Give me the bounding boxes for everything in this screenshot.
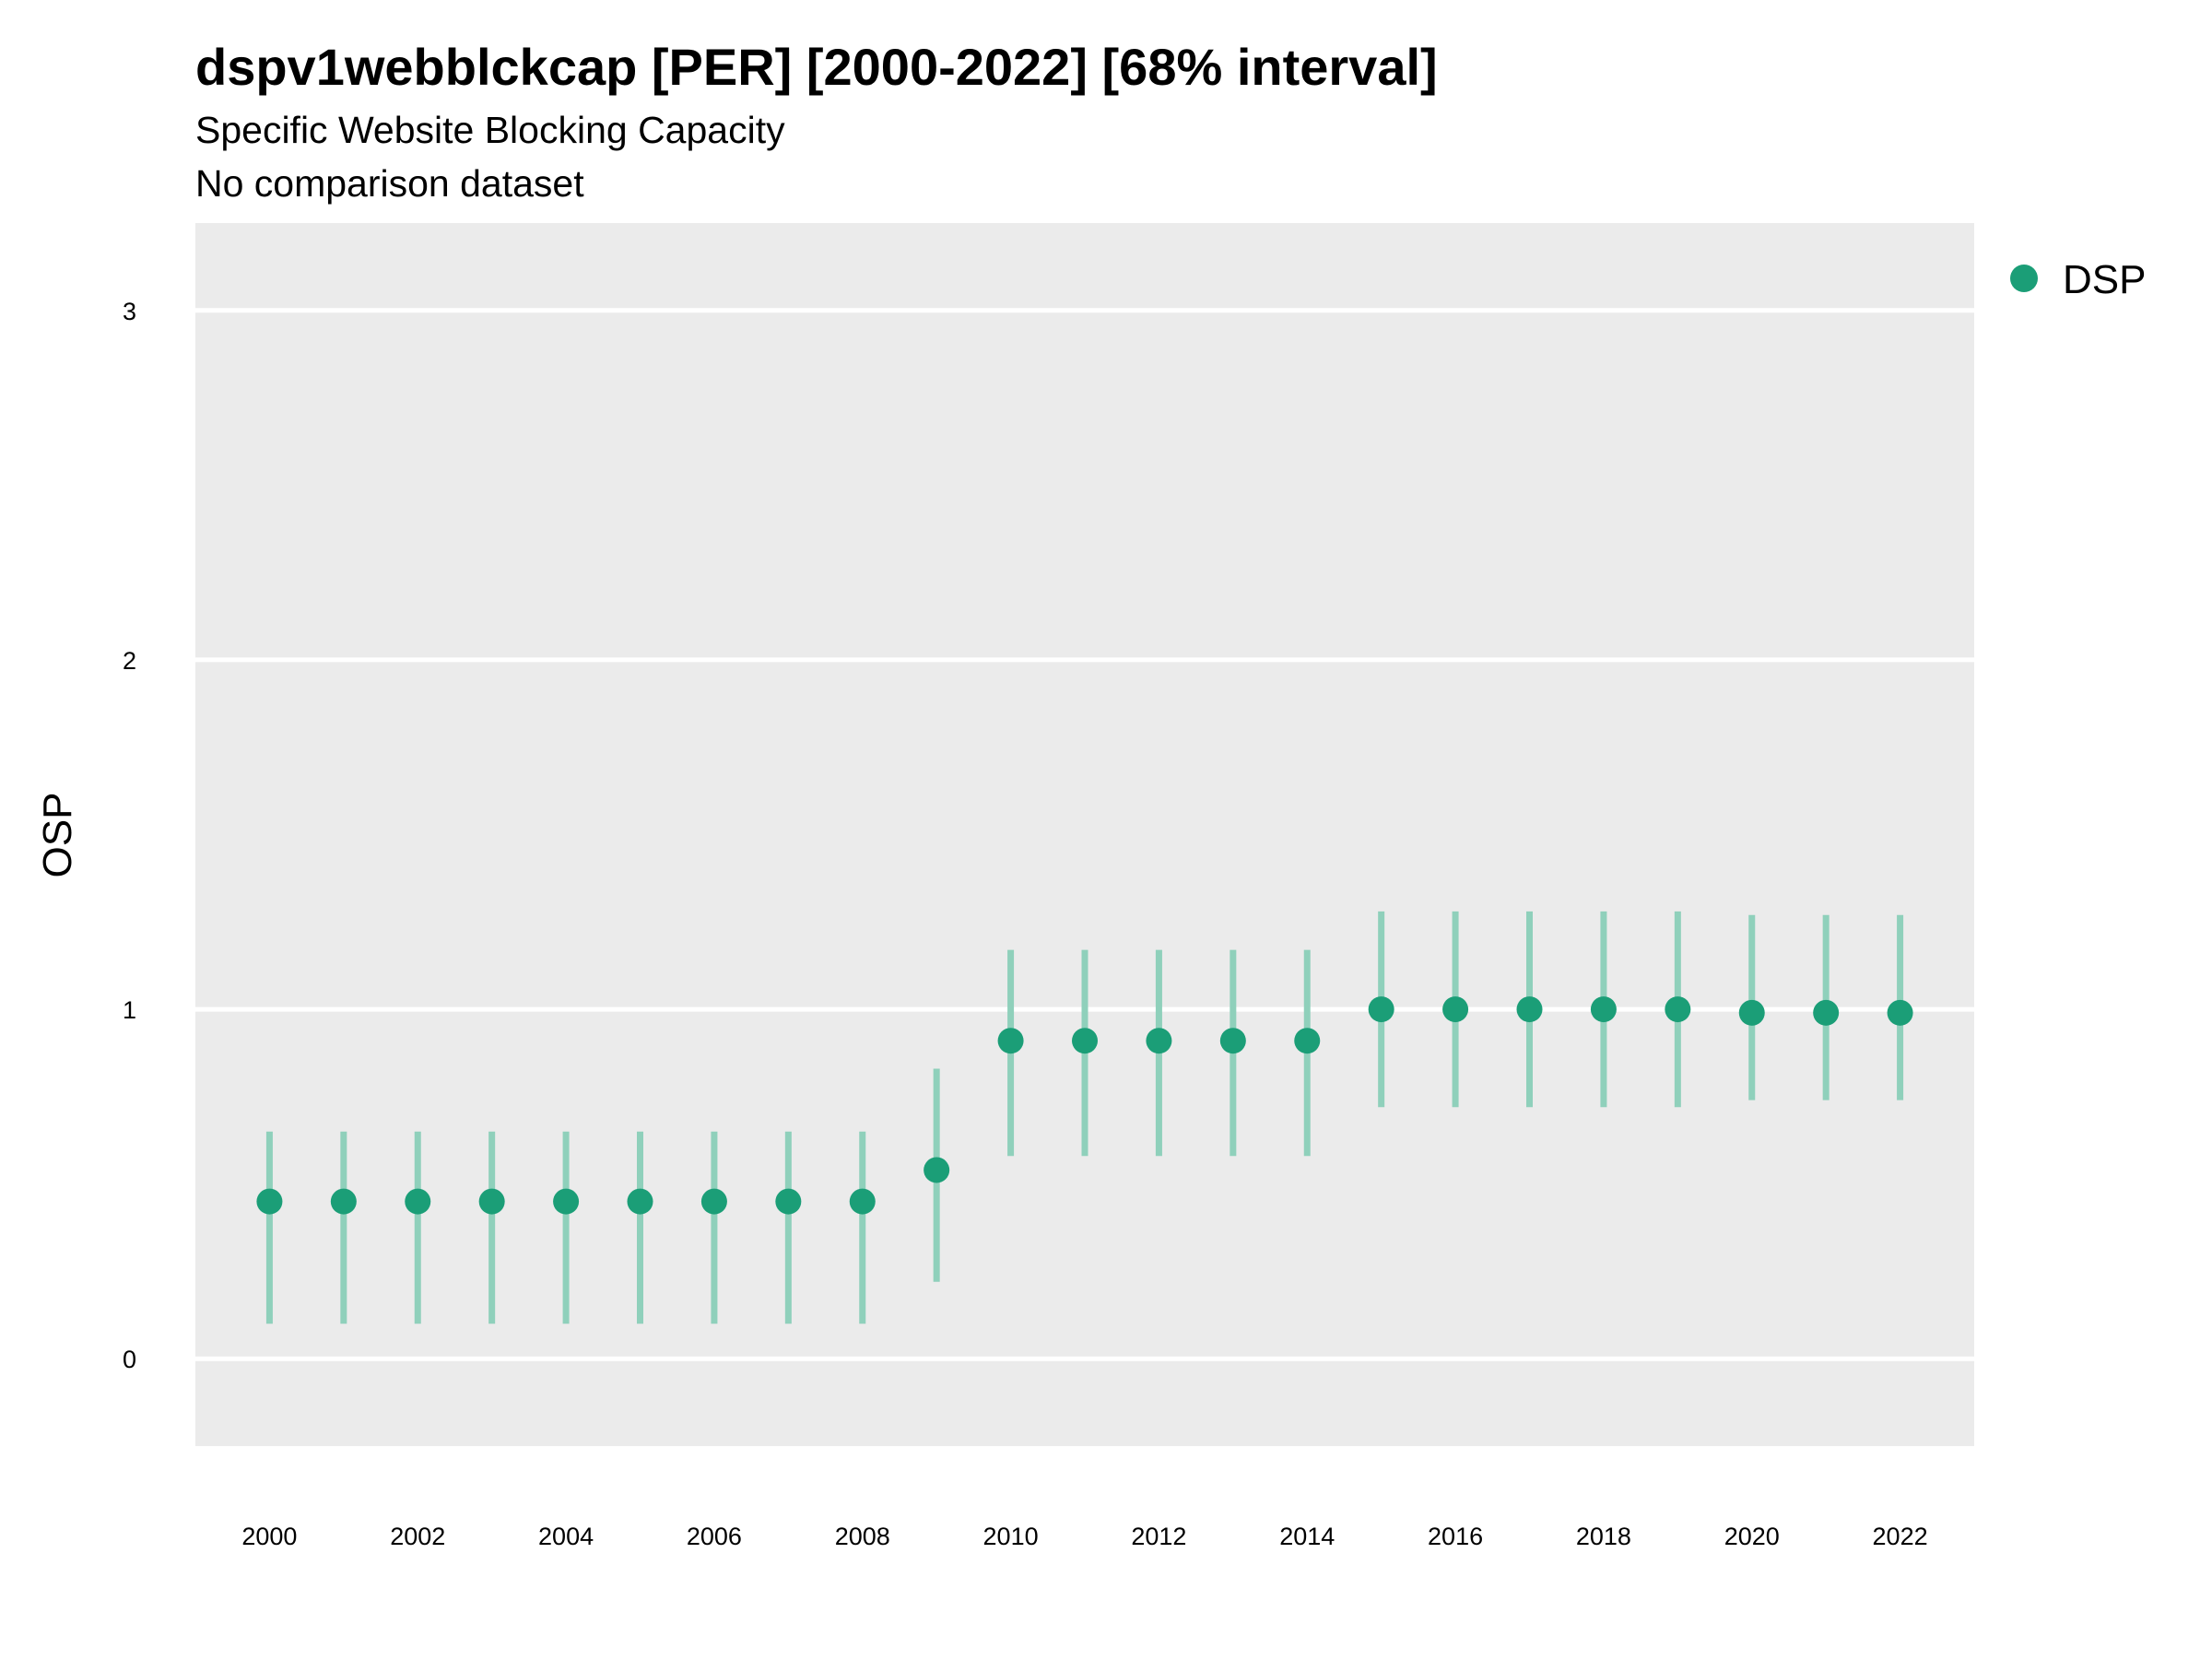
y-tick-label: 3 xyxy=(123,298,136,325)
data-point xyxy=(775,1188,802,1215)
chart-subtitle-comparison: No comparison dataset xyxy=(195,162,584,205)
data-point xyxy=(405,1188,431,1215)
x-tick-label: 2018 xyxy=(1576,1523,1631,1550)
chart-subtitle: Specific Website Blocking Capacity xyxy=(195,109,785,151)
data-point xyxy=(997,1028,1024,1054)
x-tick-label: 2002 xyxy=(390,1523,445,1550)
data-point xyxy=(1368,996,1394,1023)
x-axis-ticks: 2000 2002 2004 2006 2008 2010 2012 2014 2016 2018… xyxy=(241,1523,1927,1550)
x-tick-label: 2022 xyxy=(1873,1523,1928,1550)
data-point xyxy=(700,1188,727,1215)
data-point xyxy=(1072,1028,1098,1054)
data-point xyxy=(1738,999,1765,1026)
x-tick-label: 2000 xyxy=(241,1523,297,1550)
legend: DSP xyxy=(2010,257,2146,302)
data-point xyxy=(478,1188,505,1215)
y-tick-label: 1 xyxy=(123,996,136,1024)
x-tick-label: 2012 xyxy=(1131,1523,1186,1550)
plot-panel xyxy=(195,223,1974,1446)
y-tick-label: 2 xyxy=(123,647,136,675)
y-axis-ticks: 0 1 2 3 xyxy=(123,298,136,1373)
data-point xyxy=(1442,996,1469,1023)
x-tick-label: 2006 xyxy=(687,1523,742,1550)
x-tick-label: 2014 xyxy=(1279,1523,1335,1550)
data-point xyxy=(1665,996,1691,1023)
chart-title: dspv1webblckcap [PER] [2000-2022] [68% i… xyxy=(195,38,1438,96)
data-point xyxy=(1146,1028,1172,1054)
data-point xyxy=(1516,996,1543,1023)
data-point xyxy=(1294,1028,1321,1054)
data-point xyxy=(1590,996,1617,1023)
legend-swatch-dsp xyxy=(2010,265,2038,292)
data-point xyxy=(924,1157,950,1183)
data-point xyxy=(849,1188,876,1215)
data-point xyxy=(330,1188,357,1215)
x-tick-label: 2020 xyxy=(1724,1523,1780,1550)
data-point xyxy=(1813,999,1840,1026)
y-tick-label: 0 xyxy=(123,1346,136,1373)
data-point xyxy=(256,1188,283,1215)
legend-label-dsp: DSP xyxy=(2063,257,2146,302)
data-point xyxy=(1219,1028,1246,1054)
data-point xyxy=(627,1188,653,1215)
y-axis-title: OSP xyxy=(35,793,80,878)
data-point xyxy=(1887,999,1913,1026)
x-tick-label: 2004 xyxy=(538,1523,594,1550)
data-point xyxy=(553,1188,580,1215)
x-tick-label: 2016 xyxy=(1428,1523,1483,1550)
x-tick-label: 2008 xyxy=(835,1523,890,1550)
data-points xyxy=(256,996,1913,1215)
x-tick-label: 2010 xyxy=(983,1523,1039,1550)
